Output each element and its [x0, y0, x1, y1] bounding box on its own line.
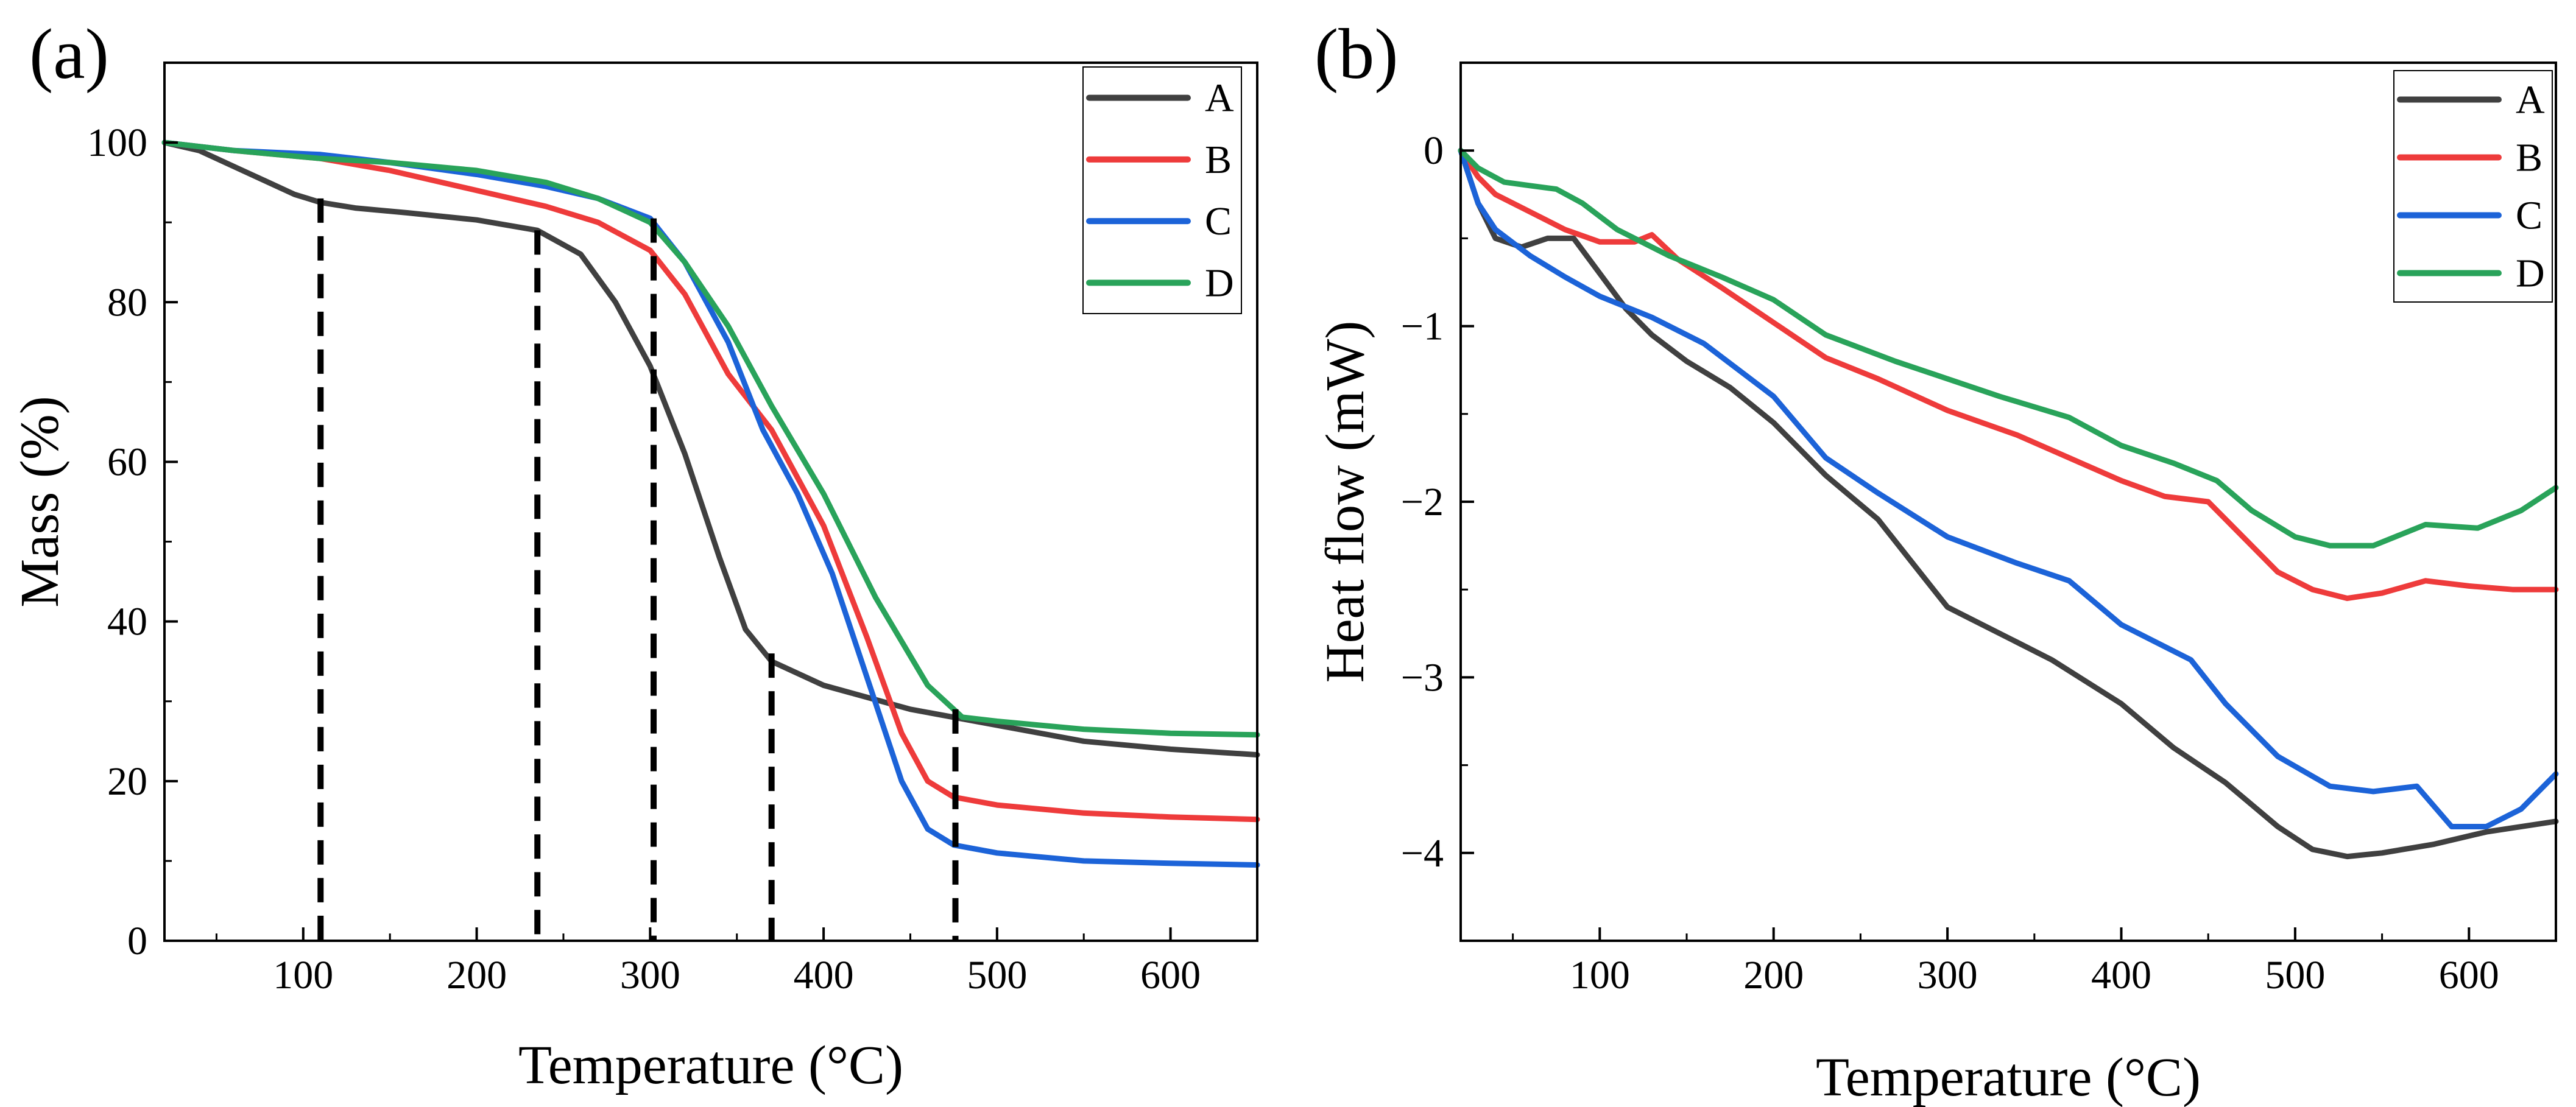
- x-axis-title-a: Temperature (°C): [518, 1035, 903, 1095]
- y-axis-title-b: Heat flow (mW): [1315, 321, 1375, 683]
- y-tick-label: −4: [1401, 831, 1444, 876]
- x-tick-label: 400: [794, 953, 854, 997]
- series-line-b: [1458, 147, 2559, 602]
- series-line-c: [1458, 147, 2559, 829]
- panel-label-a: (a): [29, 14, 109, 94]
- chart-panel-b: (b) 100 200 300 400 500 600 −4 −3 −2 −1 0 Tempera…: [1314, 14, 2559, 1107]
- x-axis-title-b: Temperature (°C): [1816, 1047, 2201, 1107]
- y-tick-label: −1: [1401, 304, 1444, 349]
- y-axis-a: 0 20 40 60 80 100: [87, 62, 178, 963]
- axes-frame-a: [163, 62, 1258, 942]
- legend-label-b: B: [2516, 136, 2542, 180]
- x-tick-label: 500: [2265, 953, 2325, 997]
- y-tick-label: −2: [1401, 480, 1444, 524]
- x-tick-label: 200: [446, 953, 507, 997]
- legend-label-c: C: [1205, 199, 1232, 244]
- legend-label-d: D: [1205, 261, 1234, 305]
- x-tick-label: 300: [1918, 953, 1978, 997]
- plot-area-b: [1458, 147, 2559, 860]
- legend-box-a: [1082, 66, 1242, 314]
- y-tick-label: 80: [107, 280, 147, 325]
- y-tick-label: 0: [127, 919, 147, 963]
- x-tick-label: 300: [620, 953, 680, 997]
- y-tick-label: 100: [87, 121, 147, 165]
- legend-label-a: A: [2516, 78, 2545, 122]
- series-line-d: [161, 139, 1260, 738]
- y-axis-title-a: Mass (%): [10, 396, 70, 607]
- x-tick-label: 600: [2439, 953, 2499, 997]
- transition-markers-a: [317, 198, 959, 941]
- x-tick-label: 500: [967, 953, 1027, 997]
- legend-label-d: D: [2516, 251, 2545, 296]
- series-line-a: [161, 139, 1260, 758]
- series-line-a: [1458, 147, 2559, 860]
- x-axis-a: 100 200 300 400 500 600: [215, 927, 1258, 997]
- plot-area-a: [161, 139, 1260, 868]
- x-tick-label: 400: [2091, 953, 2151, 997]
- y-tick-label: 40: [107, 600, 147, 644]
- x-tick-label: 100: [1570, 953, 1630, 997]
- y-tick-label: 60: [107, 440, 147, 484]
- y-tick-label: −3: [1401, 655, 1444, 700]
- x-axis-b: 100 200 300 400 500 600: [1512, 927, 2557, 997]
- x-tick-label: 600: [1140, 953, 1201, 997]
- panel-label-b: (b): [1314, 14, 1399, 94]
- legend-label-a: A: [1205, 76, 1234, 121]
- x-tick-label: 200: [1743, 953, 1804, 997]
- y-tick-label: 20: [107, 759, 147, 804]
- legend-label-b: B: [1205, 138, 1232, 182]
- y-axis-b: −4 −3 −2 −1 0: [1401, 62, 1474, 942]
- legend-label-c: C: [2516, 194, 2542, 238]
- legend-box-b: [2393, 70, 2553, 303]
- y-tick-label: 0: [1424, 128, 1444, 173]
- chart-panel-a: (a) 100 200 300 400 500 600 0 20 40 60 80 100 Temp…: [10, 14, 1260, 1095]
- series-line-d: [1458, 147, 2559, 549]
- x-tick-label: 100: [273, 953, 333, 997]
